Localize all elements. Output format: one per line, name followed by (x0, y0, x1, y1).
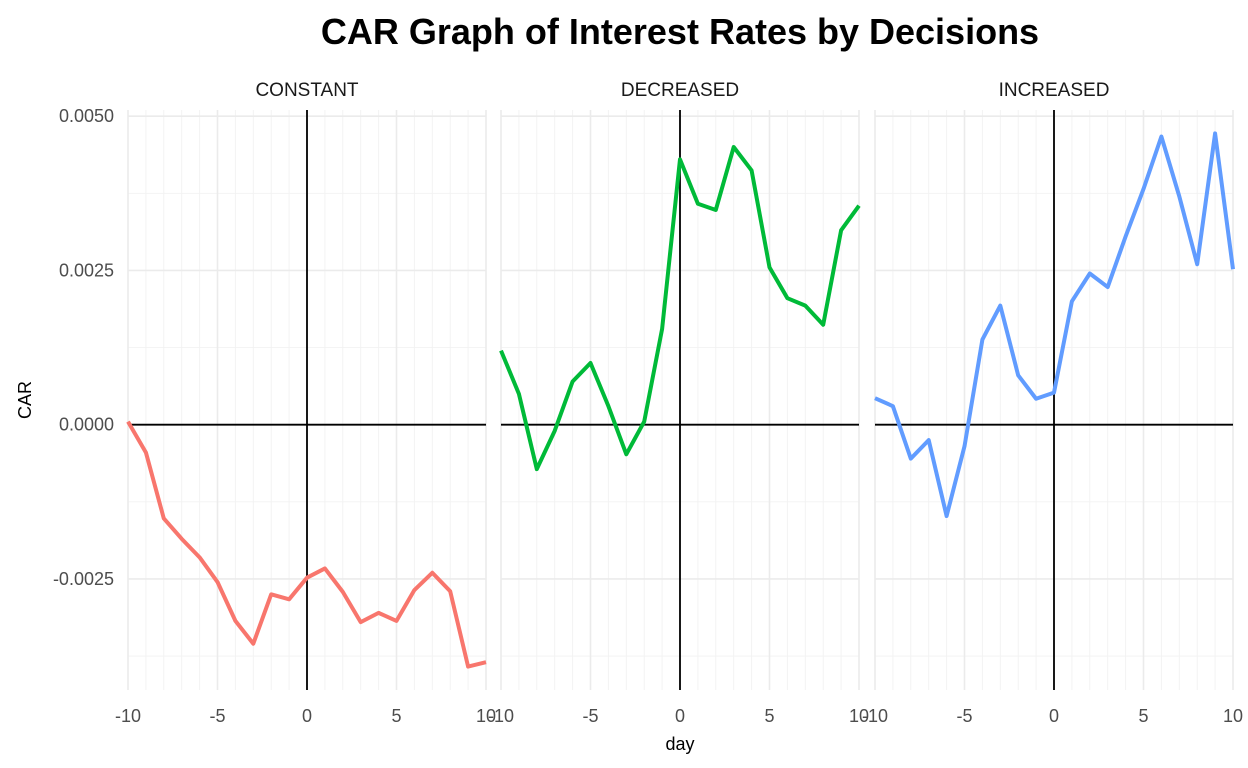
y-tick-label: 0.0000 (59, 415, 114, 435)
series-line-increased (874, 131, 1235, 518)
x-tick-label: -5 (956, 706, 972, 726)
x-tick-label: 10 (476, 706, 496, 726)
x-tick-label: -10 (488, 706, 514, 726)
x-tick-label: -5 (209, 706, 225, 726)
x-tick-label: -5 (582, 706, 598, 726)
facet-strip-label: DECREASED (621, 80, 739, 101)
x-tick-label: 5 (391, 706, 401, 726)
x-tick-label: -10 (115, 706, 141, 726)
facet-strip-label: CONSTANT (255, 80, 358, 101)
x-tick-label: 0 (1049, 706, 1059, 726)
facet-panel-increased: INCREASED -10 -5 0 5 10 (862, 80, 1243, 726)
x-tick-label: 10 (1223, 706, 1243, 726)
x-tick-label: 5 (1138, 706, 1148, 726)
x-tick-label: 10 (849, 706, 869, 726)
y-axis-title: CAR (15, 381, 35, 419)
x-tick-label: -10 (862, 706, 888, 726)
y-tick-label: 0.0025 (59, 260, 114, 280)
x-axis-title: day (665, 734, 694, 754)
facet-panel-decreased: DECREASED -10 -5 0 5 10 (488, 80, 869, 726)
y-axis-ticks: -0.0025 0.0000 0.0025 0.0050 (53, 106, 114, 589)
y-tick-label: -0.0025 (53, 569, 114, 589)
chart-title: CAR Graph of Interest Rates by Decisions (321, 11, 1039, 52)
y-tick-label: 0.0050 (59, 106, 114, 126)
facet-panel-constant: CONSTANT -10 -5 0 5 10 (115, 80, 496, 726)
series-line-decreased (499, 145, 861, 472)
x-tick-label: 5 (764, 706, 774, 726)
x-tick-label: 0 (302, 706, 312, 726)
facet-strip-label: INCREASED (999, 80, 1110, 101)
series-line-constant (126, 420, 487, 669)
x-tick-label: 0 (675, 706, 685, 726)
